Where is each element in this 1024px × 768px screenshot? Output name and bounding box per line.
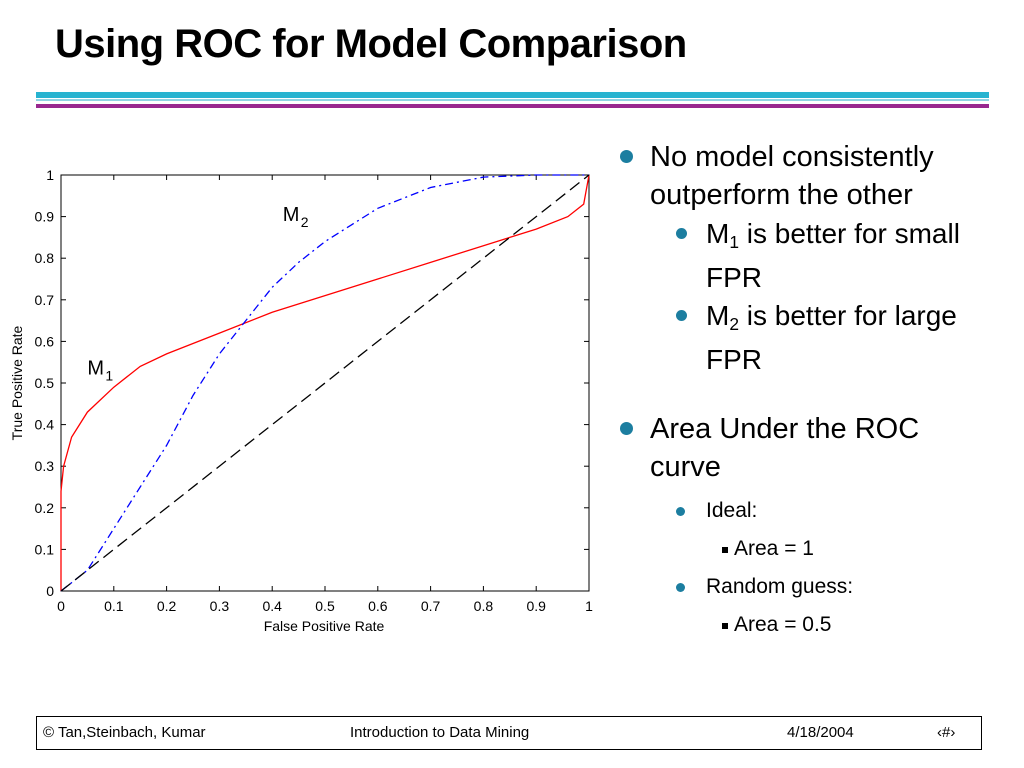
bullet-text: Random guess: (706, 575, 854, 599)
bullet-dot (676, 228, 687, 239)
bullet-m2-better: M2 is better for large FPR (674, 298, 998, 378)
x-axis-label: False Positive Rate (264, 618, 385, 634)
x-tick-label: 1 (585, 598, 593, 614)
y-tick-label: 0.7 (35, 292, 55, 308)
x-tick-label: 0.4 (262, 598, 282, 614)
bullet-text: Area = 1 (734, 537, 814, 561)
bullet-ideal: Ideal: (674, 498, 998, 524)
title-rule-cyan (36, 92, 989, 98)
x-tick-label: 0.9 (526, 598, 546, 614)
bullet-random: Random guess: (674, 574, 998, 600)
m2-text: is better for large FPR (706, 300, 957, 376)
m2-subscript: 2 (729, 314, 739, 335)
x-tick-label: 0.5 (315, 598, 335, 614)
y-axis-label: True Positive Rate (9, 325, 25, 440)
bullet-list: No model consistently outperform the oth… (618, 138, 998, 638)
x-tick-label: 0.7 (421, 598, 441, 614)
x-tick-label: 0.8 (474, 598, 494, 614)
y-tick-label: 0.2 (35, 500, 55, 516)
bullet-text: Ideal: (706, 499, 758, 523)
title-rule-purple (36, 104, 989, 108)
series-labels: M 1M 2 (87, 204, 308, 384)
m1-label: M (706, 218, 730, 249)
y-tick-label: 0.5 (35, 375, 55, 391)
bullet-text: No model consistently outperform the oth… (650, 141, 934, 211)
y-tick-label: 0.3 (35, 458, 55, 474)
bullet-dot (620, 150, 633, 163)
axis-ticks: 0 0.1 0.2 0.3 0.4 0.5 0.6 0.7 0.8 0.9 1 0 0.1 0.2 0.3 0… (35, 167, 594, 614)
bullet-dot (676, 583, 685, 593)
footer-copyright: © Tan,Steinbach, Kumar (43, 724, 206, 741)
title-rule-light (36, 99, 989, 101)
bullet-dot (676, 310, 687, 322)
bullet-random-area: Area = 0.5 (720, 612, 998, 638)
x-tick-label: 0 (57, 598, 65, 614)
series-label-sub-1: 2 (301, 214, 309, 230)
square-bullet (722, 623, 728, 630)
y-tick-label: 0.8 (35, 250, 55, 266)
x-tick-label: 0.1 (104, 598, 124, 614)
footer-page-number: ‹#› (937, 724, 956, 741)
series-label-0: M (87, 358, 104, 380)
footer-course: Introduction to Data Mining (350, 724, 530, 741)
bullet-ideal-area: Area = 1 (720, 536, 998, 562)
series-line-1 (60, 174, 589, 592)
footer-date: 4/18/2004 (787, 724, 854, 741)
y-tick-label: 0.6 (35, 333, 55, 349)
bullet-text: Area = 0.5 (734, 613, 832, 637)
bullet-dot (620, 422, 633, 436)
m1-text: is better for small FPR (706, 218, 960, 294)
slide-footer: © Tan,Steinbach, Kumar Introduction to D… (36, 716, 982, 750)
m1-subscript: 1 (729, 232, 739, 253)
bullet-no-model: No model consistently outperform the oth… (618, 138, 998, 214)
bullet-m1-better: M1 is better for small FPR (674, 216, 998, 296)
bullet-auc: Area Under the ROC curve (618, 410, 998, 486)
square-bullet (722, 547, 728, 554)
series-label-sub-0: 1 (105, 368, 113, 384)
m2-label: M (706, 300, 730, 332)
bullet-dot (676, 507, 685, 517)
y-tick-label: 0 (46, 583, 54, 599)
roc-chart: 0 0.1 0.2 0.3 0.4 0.5 0.6 0.7 0.8 0.9 1 0 0.1 0.2 0.3 0… (9, 167, 594, 634)
y-tick-label: 0.1 (35, 541, 55, 557)
x-tick-label: 0.6 (368, 598, 388, 614)
bullet-text: Area Under the ROC curve (650, 413, 920, 484)
x-tick-label: 0.3 (210, 598, 230, 614)
series-line-2 (60, 174, 590, 592)
slide-title: Using ROC for Model Comparison (55, 22, 687, 66)
y-tick-label: 0.4 (35, 417, 55, 433)
y-tick-label: 1 (46, 167, 54, 183)
series-lines (60, 174, 590, 592)
series-label-1: M (283, 204, 300, 226)
series-line-0 (60, 174, 590, 591)
x-tick-label: 0.2 (157, 598, 177, 614)
y-tick-label: 0.9 (35, 209, 55, 225)
